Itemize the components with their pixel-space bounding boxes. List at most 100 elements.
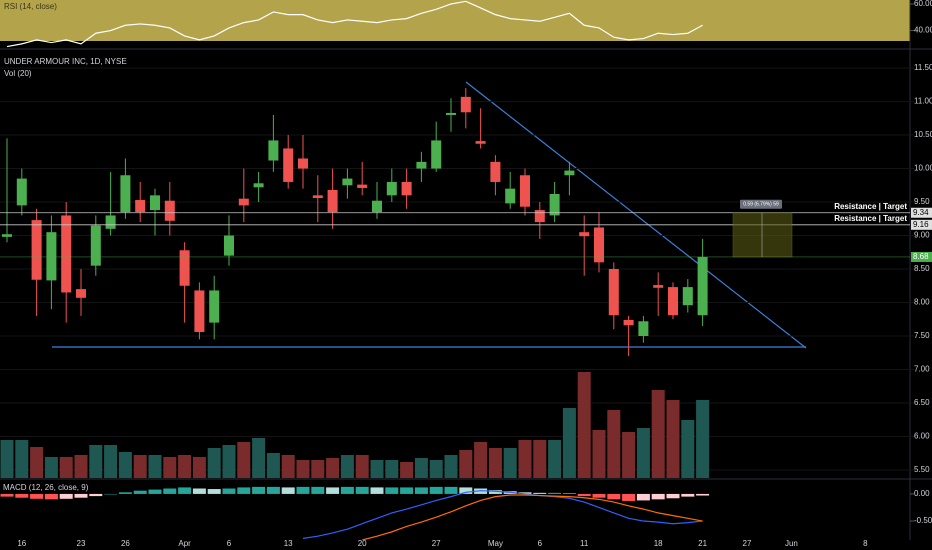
volume-bar [400, 462, 414, 478]
x-tick-label: 21 [698, 539, 707, 548]
volume-bar [651, 390, 665, 478]
macd-histogram-bar [133, 490, 147, 494]
volume-bar [696, 400, 710, 478]
candle-body [697, 256, 708, 316]
macd-histogram-bar [592, 493, 606, 498]
volume-bar [148, 455, 162, 478]
last-price-tag [911, 251, 932, 262]
candle-body [608, 269, 619, 316]
macd-histogram-bar [607, 493, 621, 500]
macd-histogram-bar [266, 486, 280, 494]
macd-histogram-bar [59, 493, 73, 499]
volume-bar [104, 445, 118, 478]
y-tick-label: 8.00 [914, 298, 930, 307]
macd-histogram-bar [296, 486, 310, 494]
volume-bar [207, 448, 221, 478]
volume-bar [340, 455, 354, 478]
macd-histogram-bar [488, 490, 502, 494]
volume-bar [252, 438, 266, 478]
y-tick-label: 11.50 [914, 63, 932, 72]
candle-body [298, 158, 308, 169]
candle-body [105, 215, 116, 229]
y-tick-label: 5.50 [914, 465, 930, 474]
volume-bar [548, 440, 562, 478]
candle-body [16, 178, 27, 206]
candle-body [342, 178, 353, 186]
volume-bar [44, 457, 58, 478]
macd-histogram-bar [533, 492, 547, 494]
x-tick-label: 16 [17, 539, 26, 548]
rsi-title: RSI (14, close) [4, 2, 57, 11]
candle-body [238, 198, 249, 206]
x-tick-label: 6 [227, 539, 232, 548]
macd-histogram-bar [163, 488, 177, 494]
x-tick-label: 20 [358, 539, 367, 548]
volume-bar [266, 453, 280, 478]
y-tick-label: 9.50 [914, 197, 930, 206]
candle-body [446, 112, 456, 115]
volume-bar [355, 455, 369, 478]
candle-body [253, 183, 264, 188]
y-tick-label: 0.00 [914, 489, 930, 498]
volume-bar [311, 460, 325, 478]
candle-body [475, 141, 486, 144]
macd-histogram-bar [370, 487, 384, 494]
x-tick-label: May [488, 539, 503, 548]
macd-histogram-bar [15, 493, 29, 498]
price-tag [911, 207, 932, 218]
macd-histogram-bar [237, 487, 251, 494]
candle-body [490, 161, 501, 182]
x-tick-label: 26 [121, 539, 130, 548]
volume-bar [503, 448, 517, 478]
volume-bar [592, 430, 606, 478]
x-tick-label: 27 [743, 539, 752, 548]
volume-bar [459, 450, 473, 478]
candle-body [386, 181, 397, 196]
volume-bar [326, 458, 340, 478]
macd-histogram-bar [429, 486, 443, 494]
volume-bar [237, 442, 251, 478]
volume-bar [178, 455, 192, 478]
macd-histogram-bar [622, 493, 636, 501]
x-tick-label: 6 [538, 539, 543, 548]
volume-bar [163, 457, 177, 478]
y-tick-label: 6.00 [914, 432, 930, 441]
macd-histogram-bar [340, 486, 354, 494]
volume-bar [133, 455, 147, 478]
volume-bar [577, 372, 591, 478]
volume-bar [59, 457, 73, 478]
measure-tag [740, 199, 782, 209]
macd-histogram-bar [104, 493, 118, 495]
volume-bar [0, 440, 14, 478]
candle-body [2, 234, 12, 237]
candle-body [327, 189, 338, 213]
candle-body [268, 140, 279, 161]
macd-histogram-bar [562, 493, 576, 494]
candle-body [283, 148, 294, 182]
candle-body [31, 220, 42, 280]
y-tick-label: -0.50 [914, 516, 932, 525]
macd-histogram-bar [44, 493, 58, 500]
macd-histogram-bar [326, 487, 340, 494]
volume-bar [488, 448, 502, 478]
candle-body [90, 225, 101, 266]
last-price-label: 8.68 [913, 252, 929, 261]
y-tick-label: 40.00 [914, 26, 932, 35]
candle-body [682, 287, 693, 306]
candle-body [224, 235, 234, 256]
macd-histogram-bar [118, 492, 132, 494]
macd-histogram-bar [518, 492, 532, 494]
candle-body [372, 200, 382, 213]
rsi-band [0, 0, 910, 41]
macd-histogram-bar [30, 493, 44, 499]
candle-body [164, 200, 175, 221]
macd-histogram-bar [74, 493, 88, 498]
volume-bar [281, 455, 295, 478]
volume-bar [192, 457, 206, 478]
candle-body [150, 195, 160, 211]
volume-bar [370, 460, 384, 478]
macd-histogram-bar [400, 487, 414, 494]
resistance-label: Resistance | Target [834, 214, 907, 223]
macd-histogram-bar [385, 487, 399, 494]
